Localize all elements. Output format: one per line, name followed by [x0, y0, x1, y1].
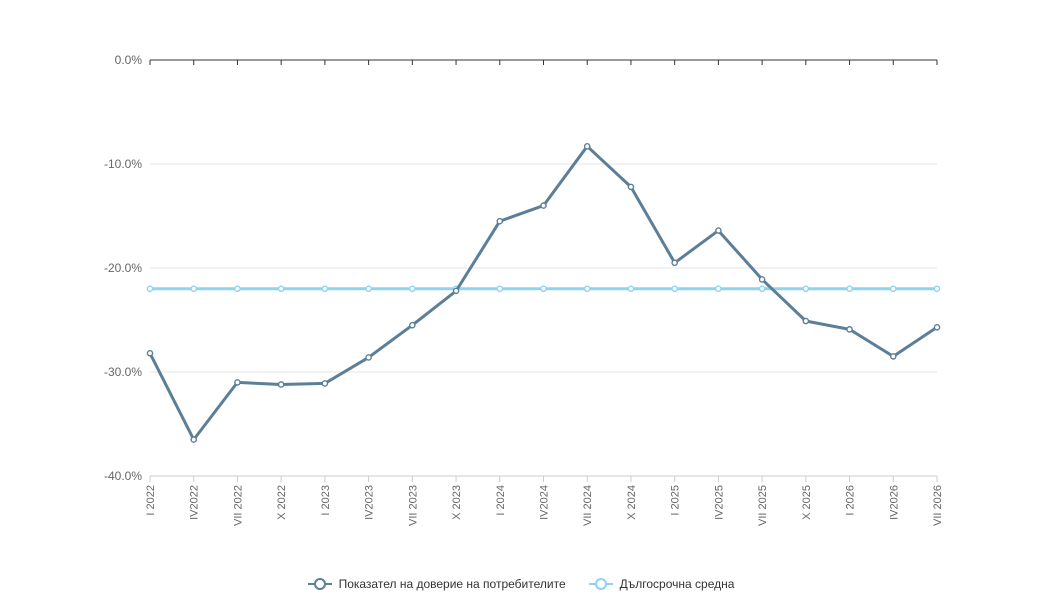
data-point[interactable] — [933, 323, 941, 331]
y-tick-label: 0.0% — [115, 53, 143, 67]
x-tick-label: IV2023 — [364, 485, 376, 520]
legend-label: Показател на доверие на потребителите — [338, 577, 566, 591]
data-point[interactable] — [146, 349, 154, 357]
x-tick-label: I 2025 — [670, 485, 682, 516]
data-point[interactable] — [671, 285, 678, 293]
x-tick-label: IV2026 — [888, 485, 900, 520]
y-tick-label: -20.0% — [104, 261, 142, 275]
data-point[interactable] — [496, 217, 504, 225]
x-tick-label: I 2023 — [320, 485, 332, 516]
x-tick-label: VII 2023 — [407, 485, 419, 526]
x-tick-label: I 2022 — [145, 485, 157, 516]
data-point[interactable] — [540, 285, 547, 293]
x-tick-label: I 2024 — [495, 485, 507, 516]
data-point[interactable] — [190, 436, 198, 443]
x-tick-label: X 2025 — [801, 485, 813, 520]
x-tick-label: IV2022 — [189, 485, 201, 520]
data-point[interactable] — [409, 285, 416, 293]
data-point[interactable] — [321, 285, 329, 293]
data-point[interactable] — [409, 321, 416, 329]
data-point[interactable] — [933, 285, 941, 293]
data-point[interactable] — [365, 285, 372, 293]
legend-label: Дългосрочна средна — [619, 577, 735, 591]
x-tick-label: X 2023 — [451, 485, 463, 520]
data-point[interactable] — [234, 285, 241, 293]
data-point[interactable] — [802, 285, 810, 293]
gridlines — [149, 59, 938, 477]
legend-marker-icon — [588, 578, 613, 590]
data-point[interactable] — [889, 353, 897, 360]
data-point[interactable] — [277, 285, 285, 293]
data-point[interactable] — [715, 227, 722, 234]
legend-item-consumer-confidence[interactable]: Показател на доверие на потребителите — [307, 577, 566, 591]
data-point[interactable] — [321, 380, 329, 387]
x-tick-label: IV2024 — [539, 485, 551, 520]
data-point[interactable] — [671, 259, 678, 267]
legend-marker-icon — [307, 578, 332, 590]
y-tick-label: -30.0% — [104, 365, 142, 379]
data-point[interactable] — [889, 285, 897, 293]
legend-item-long-term-average[interactable]: Дългосрочна средна — [588, 577, 735, 591]
data-point[interactable] — [627, 285, 635, 293]
data-point[interactable] — [802, 317, 810, 325]
data-point[interactable] — [758, 285, 766, 293]
x-tick-label: VII 2025 — [757, 485, 769, 526]
data-point[interactable] — [583, 285, 591, 293]
series-line — [148, 144, 938, 442]
series-lines — [146, 143, 941, 443]
line-chart: 0.0% -10.0% -20.0% -30.0% -40.0% I 2022 IV202… — [104, 53, 944, 526]
data-point[interactable] — [277, 381, 285, 388]
x-tick-label: VII 2024 — [582, 485, 594, 526]
data-point[interactable] — [540, 202, 547, 209]
data-point[interactable] — [715, 285, 722, 293]
data-point[interactable] — [496, 285, 504, 293]
data-point[interactable] — [846, 326, 853, 333]
y-tick-label: -40.0% — [104, 469, 142, 483]
series-long-term-average — [146, 285, 941, 293]
data-point[interactable] — [146, 285, 154, 293]
x-tick-label: VII 2022 — [232, 485, 244, 526]
y-axis: 0.0% -10.0% -20.0% -30.0% -40.0% — [104, 53, 142, 483]
data-point[interactable] — [234, 379, 241, 386]
x-tick-label: X 2024 — [626, 485, 638, 520]
x-tick-label: VII 2026 — [932, 485, 944, 526]
legend: Показател на доверие на потребителите Дъ… — [0, 577, 1041, 591]
data-point[interactable] — [627, 183, 635, 191]
x-tick-label: X 2022 — [276, 485, 288, 520]
x-axis: I 2022 IV2022 VII 2022 X 2022 I 2023 IV2023 VI… — [145, 475, 944, 526]
data-point[interactable] — [190, 285, 198, 293]
data-point[interactable] — [583, 143, 591, 150]
y-tick-label: -10.0% — [104, 157, 142, 171]
x-tick-label: IV2025 — [713, 485, 725, 520]
data-point[interactable] — [365, 354, 372, 361]
data-point[interactable] — [758, 276, 766, 283]
data-point[interactable] — [846, 285, 853, 293]
series-consumer-confidence — [146, 143, 941, 443]
x-tick-label: I 2026 — [845, 485, 857, 516]
data-point[interactable] — [452, 287, 460, 295]
